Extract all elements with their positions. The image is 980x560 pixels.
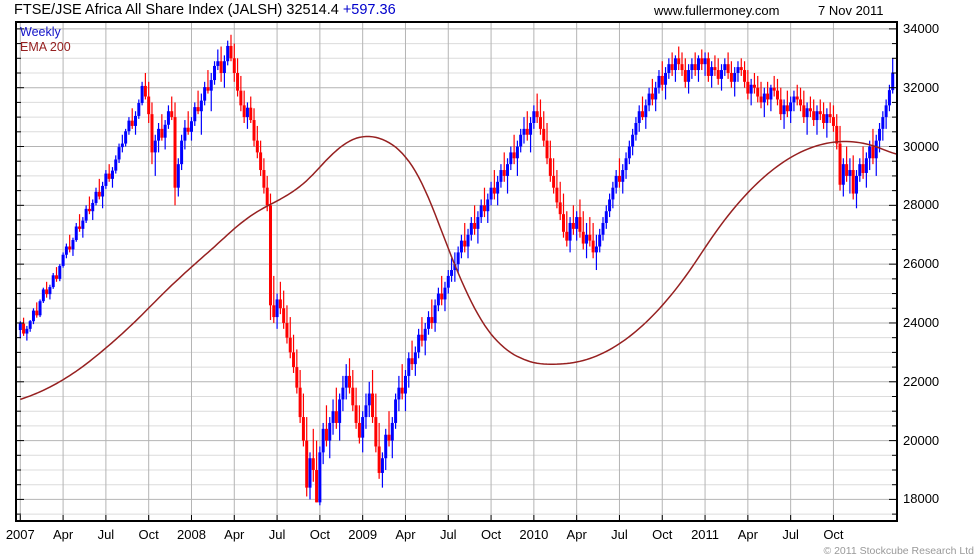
chart-title-change: +597.36 bbox=[342, 2, 396, 18]
x-axis-tick-label: Oct bbox=[480, 527, 502, 542]
y-axis-tick-label: 32000 bbox=[903, 79, 940, 95]
x-axis-tick-label: Oct bbox=[309, 527, 330, 542]
copyright-notice: © 2011 Stockcube Research Ltd bbox=[823, 545, 974, 557]
x-axis-tick-label: Oct bbox=[652, 527, 673, 542]
x-axis-tick-label: 2007 bbox=[5, 527, 35, 542]
chart-title-main: FTSE/JSE Africa All Share Index (JALSH) … bbox=[14, 2, 339, 18]
title-bar: FTSE/JSE Africa All Share Index (JALSH) … bbox=[0, 0, 980, 22]
x-axis-tick-label: 2011 bbox=[691, 527, 720, 542]
legend-item-ema200: EMA 200 bbox=[20, 40, 71, 54]
chart-canvas bbox=[18, 34, 896, 506]
chart-legend: Weekly EMA 200 bbox=[20, 25, 71, 55]
x-axis-tick-label: 2008 bbox=[177, 527, 206, 542]
y-axis-tick-label: 18000 bbox=[903, 491, 940, 507]
y-axis-tick-label: 30000 bbox=[903, 138, 940, 154]
y-axis-tick-label: 22000 bbox=[903, 373, 940, 389]
x-axis-tick-label: Apr bbox=[224, 527, 245, 542]
y-axis-tick-label: 34000 bbox=[903, 20, 940, 36]
y-axis-tick-label: 20000 bbox=[903, 432, 940, 448]
x-axis-tick-label: Apr bbox=[395, 527, 416, 542]
chart-gridlines bbox=[17, 23, 896, 520]
x-axis-tick-label: 2010 bbox=[519, 527, 549, 542]
x-axis-tick-label: Jul bbox=[268, 527, 286, 542]
page-title: FTSE/JSE Africa All Share Index (JALSH) … bbox=[14, 2, 396, 18]
x-axis-tick-label: Apr bbox=[52, 527, 74, 542]
x-axis-tick-label: Apr bbox=[737, 527, 758, 542]
x-axis-tick-label: Jul bbox=[611, 527, 628, 542]
plot-area bbox=[15, 21, 898, 522]
y-axis-tick-label: 26000 bbox=[903, 256, 940, 272]
x-axis-tick-label: Jul bbox=[97, 527, 115, 542]
x-axis-tick-label: Jul bbox=[439, 527, 457, 542]
x-axis-tick-label: Jul bbox=[782, 527, 799, 542]
x-axis-tick-label: 2009 bbox=[348, 527, 378, 542]
x-axis-tick-label: Apr bbox=[566, 527, 587, 542]
y-axis-tick-label: 24000 bbox=[903, 314, 940, 330]
y-axis-tick-label: 28000 bbox=[903, 197, 940, 213]
legend-item-weekly: Weekly bbox=[20, 25, 61, 39]
brand-website: www.fullermoney.com bbox=[654, 3, 780, 18]
chart-date: 7 Nov 2011 bbox=[818, 3, 884, 18]
x-axis-tick-label: Oct bbox=[823, 527, 844, 542]
x-axis-tick-label: Oct bbox=[138, 527, 159, 542]
